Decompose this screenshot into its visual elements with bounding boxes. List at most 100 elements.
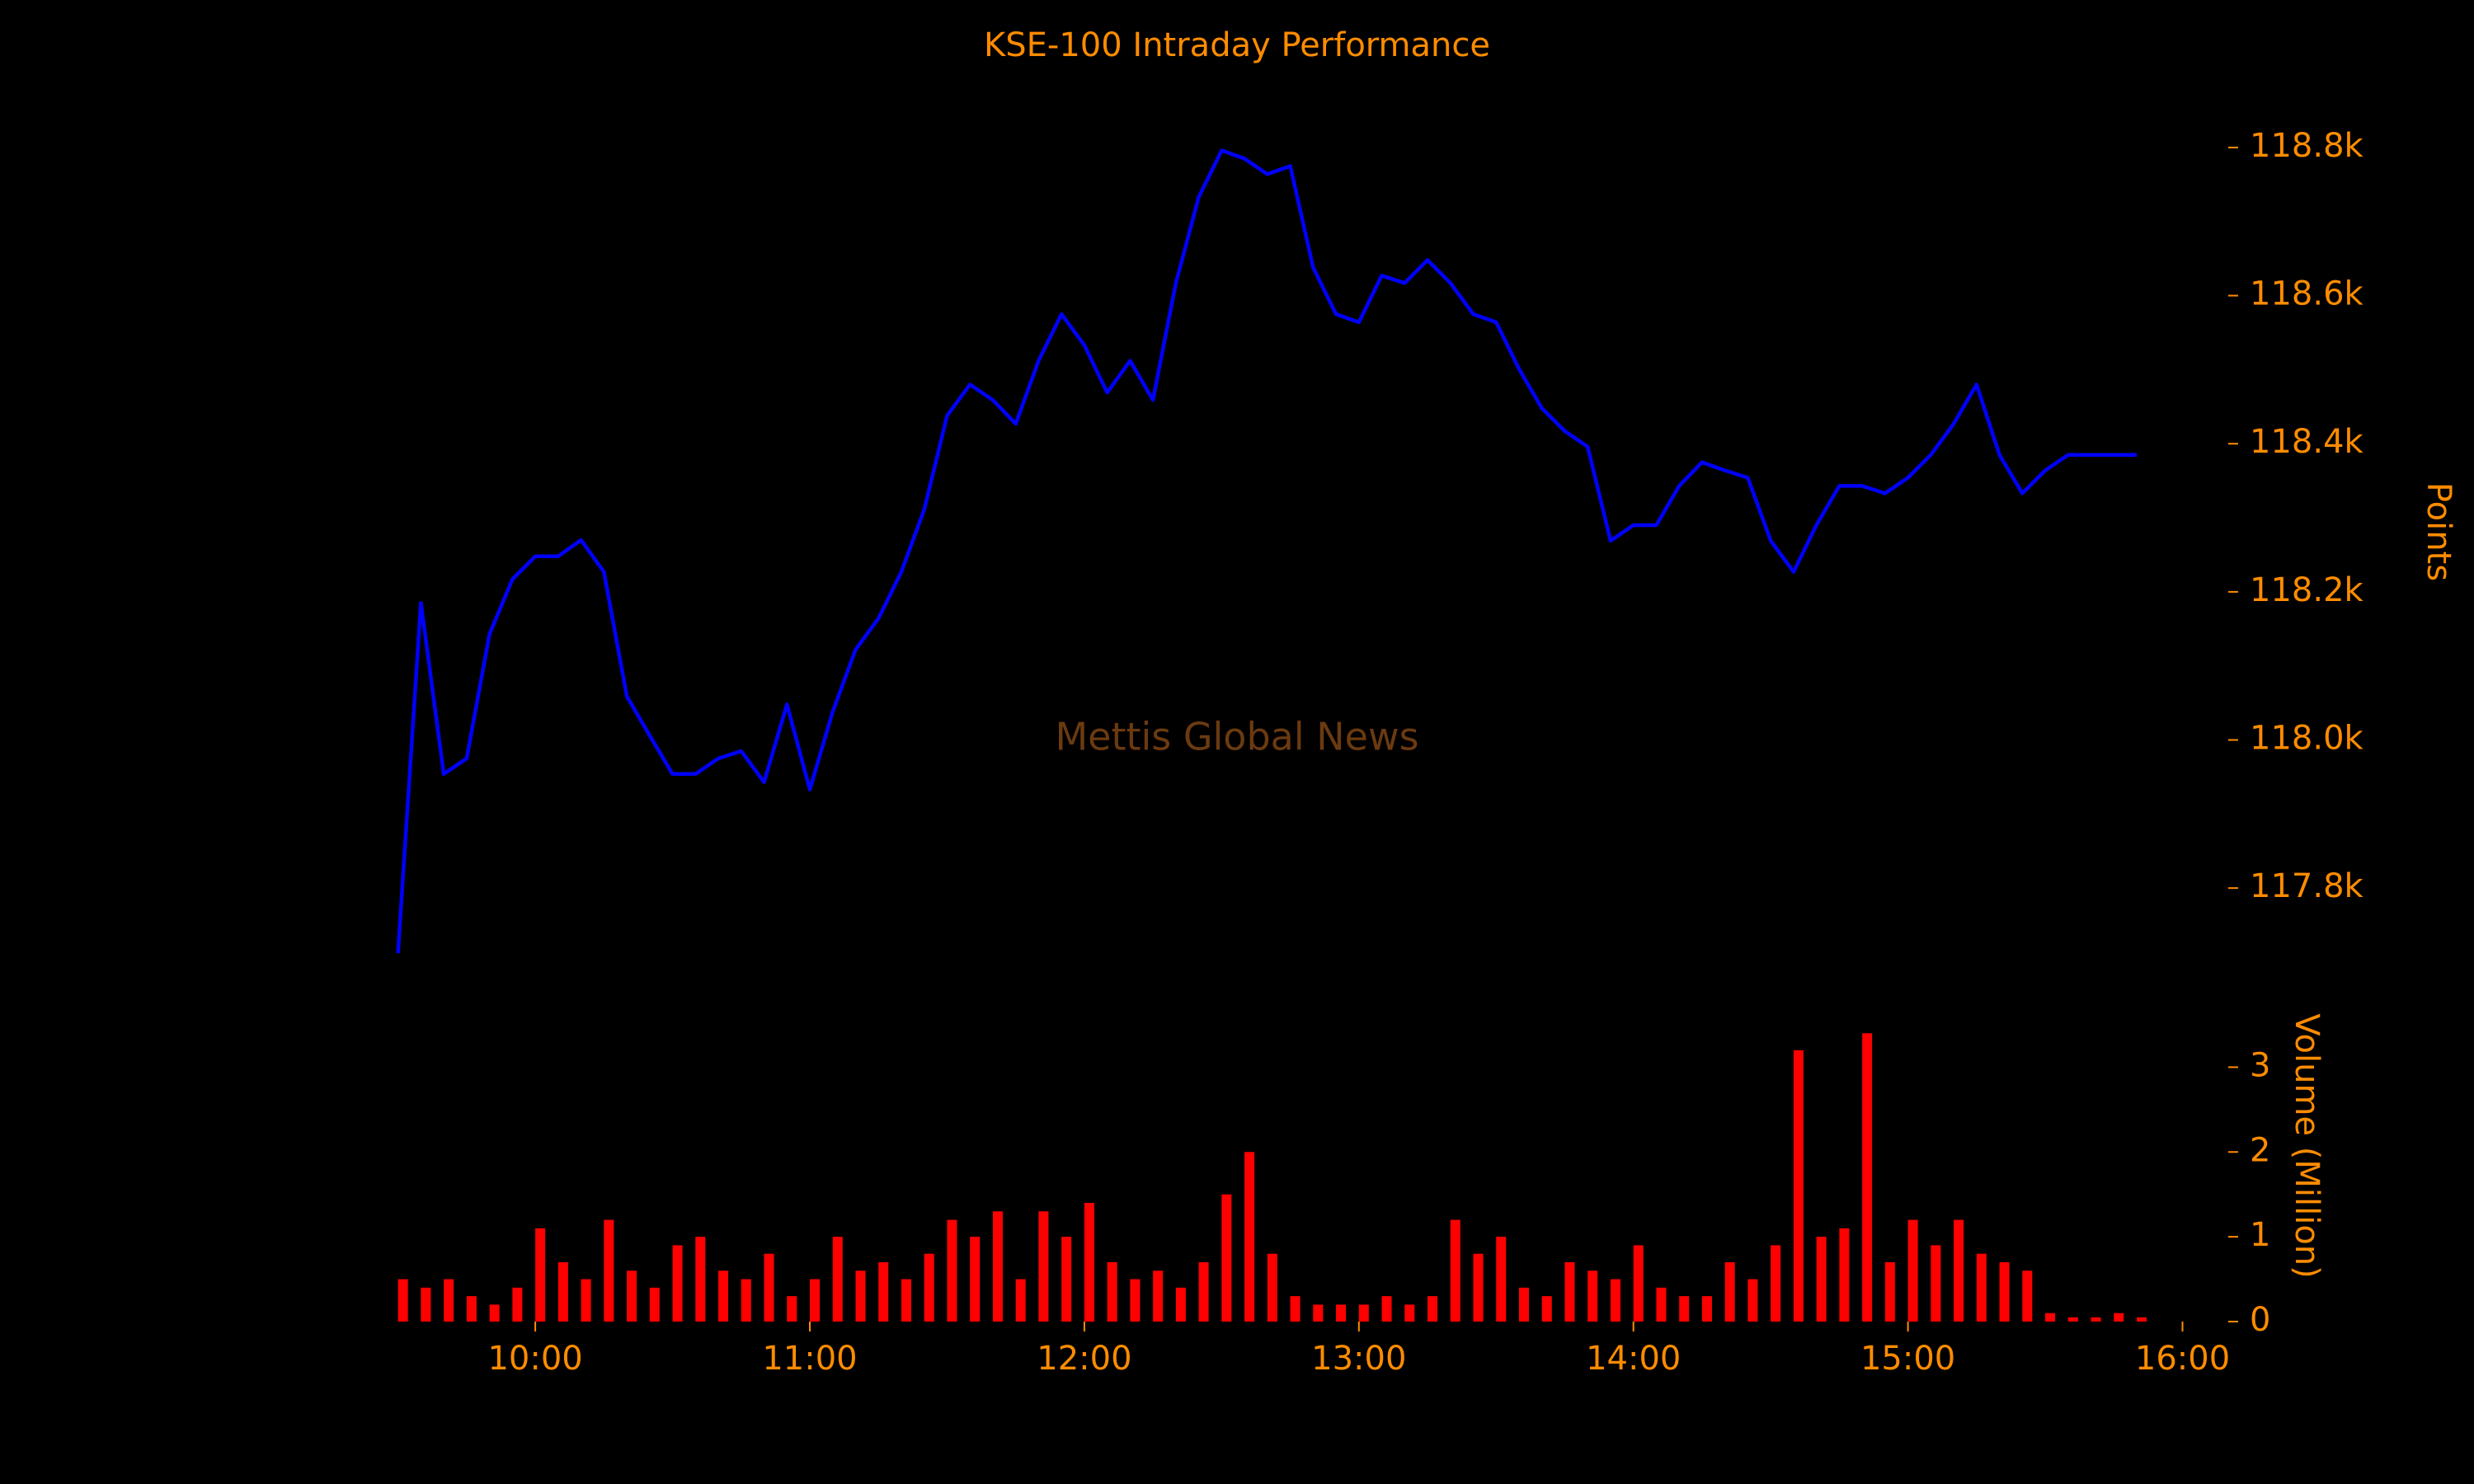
- volume-bar: [901, 1279, 911, 1322]
- volume-bar: [444, 1279, 454, 1322]
- x-tick-label: 11:00: [762, 1340, 857, 1378]
- volume-bar: [855, 1270, 866, 1322]
- volume-bar: [2022, 1270, 2033, 1322]
- volume-bar: [1839, 1228, 1850, 1322]
- volume-bar: [810, 1279, 820, 1322]
- volume-bar: [1084, 1203, 1094, 1322]
- volume-bar: [1175, 1287, 1186, 1322]
- y-axis-label: Volume (Million): [2288, 1013, 2326, 1278]
- volume-bar: [489, 1304, 500, 1322]
- y-tick-label: 118.8k: [2250, 127, 2364, 165]
- volume-bar: [1587, 1270, 1598, 1322]
- volume-bar: [1038, 1211, 1049, 1322]
- volume-bar: [1564, 1262, 1575, 1322]
- x-tick-label: 14:00: [1586, 1340, 1681, 1378]
- volume-bar: [1656, 1287, 1667, 1322]
- y-tick-label: 118.6k: [2250, 275, 2364, 313]
- volume-bar: [535, 1228, 546, 1322]
- volume-bar: [1541, 1296, 1552, 1322]
- volume-bar: [2091, 1317, 2101, 1322]
- volume-bar: [1496, 1237, 1507, 1322]
- volume-bar: [695, 1237, 706, 1322]
- y-tick-label: 118.0k: [2250, 720, 2364, 758]
- y-tick-label: 117.8k: [2250, 867, 2364, 905]
- volume-bar: [2045, 1313, 2056, 1322]
- volume-bar: [1747, 1279, 1758, 1322]
- volume-bar: [2137, 1317, 2147, 1322]
- volume-bar: [1107, 1262, 1117, 1322]
- volume-bar: [1724, 1262, 1735, 1322]
- volume-bar: [1816, 1237, 1827, 1322]
- volume-bar: [1313, 1304, 1324, 1322]
- volume-bar: [741, 1279, 751, 1322]
- volume-bar: [1244, 1152, 1255, 1322]
- volume-bar: [512, 1287, 523, 1322]
- volume-bar: [1427, 1296, 1438, 1322]
- volume-bar: [787, 1296, 797, 1322]
- volume-bar: [1862, 1033, 1873, 1322]
- volume-bar: [1954, 1219, 1964, 1322]
- volume-bar: [1931, 1245, 1941, 1322]
- y-tick-label: 0: [2250, 1301, 2270, 1339]
- volume-bar: [1267, 1253, 1277, 1322]
- volume-bar: [1771, 1245, 1781, 1322]
- volume-bar: [1633, 1245, 1644, 1322]
- volume-bar: [649, 1287, 660, 1322]
- x-tick-label: 15:00: [1860, 1340, 1955, 1378]
- volume-bar: [627, 1270, 637, 1322]
- volume-bar: [1884, 1262, 1895, 1322]
- volume-bar: [1473, 1253, 1484, 1322]
- volume-bar: [1358, 1304, 1369, 1322]
- volume-bar: [1130, 1279, 1141, 1322]
- y-tick-label: 2: [2250, 1131, 2270, 1169]
- volume-bar: [397, 1279, 408, 1322]
- volume-bar: [1381, 1296, 1392, 1322]
- volume-bar: [1999, 1262, 2010, 1322]
- price-line: [396, 148, 2137, 954]
- volume-bar: [1290, 1296, 1300, 1322]
- volume-bar: [832, 1237, 843, 1322]
- volume-bar: [1610, 1279, 1620, 1322]
- x-tick-label: 16:00: [2135, 1340, 2230, 1378]
- watermark: Mettis Global News: [1055, 715, 1418, 759]
- volume-bar: [878, 1262, 889, 1322]
- volume-bar: [2067, 1317, 2078, 1322]
- y-tick-label: 3: [2250, 1046, 2270, 1084]
- volume-bar: [992, 1211, 1003, 1322]
- volume-bar: [1519, 1287, 1529, 1322]
- volume-bar: [1015, 1279, 1026, 1322]
- x-tick-label: 13:00: [1311, 1340, 1406, 1378]
- volume-bar: [1336, 1304, 1347, 1322]
- volume-bar: [1221, 1194, 1232, 1322]
- volume-bar: [1701, 1296, 1712, 1322]
- volume-bar: [466, 1296, 477, 1322]
- volume-bar: [581, 1279, 591, 1322]
- volume-bar: [1198, 1262, 1209, 1322]
- y-axis-label: Points: [2420, 482, 2458, 581]
- volume-bar: [604, 1219, 614, 1322]
- chart-title: KSE-100 Intraday Performance: [984, 26, 1490, 64]
- volume-bar: [1450, 1219, 1460, 1322]
- volume-bar: [557, 1262, 568, 1322]
- volume-bar: [421, 1287, 431, 1322]
- volume-bar: [970, 1237, 981, 1322]
- y-tick-label: 1: [2250, 1216, 2270, 1254]
- x-tick-label: 10:00: [487, 1340, 582, 1378]
- volume-bar: [2114, 1313, 2124, 1322]
- volume-bar: [1976, 1253, 1987, 1322]
- volume-bar: [718, 1270, 729, 1322]
- volume-bar: [672, 1245, 683, 1322]
- volume-bar: [1907, 1219, 1918, 1322]
- y-tick-label: 118.2k: [2250, 571, 2364, 609]
- volume-bar: [1061, 1237, 1072, 1322]
- volume-bar: [924, 1253, 934, 1322]
- volume-bar: [947, 1219, 957, 1322]
- x-tick-label: 12:00: [1037, 1340, 1131, 1378]
- volume-bar: [764, 1253, 774, 1322]
- volume-bar: [1793, 1050, 1804, 1322]
- volume-bar: [1153, 1270, 1164, 1322]
- volume-bar: [1404, 1304, 1415, 1322]
- y-tick-label: 118.4k: [2250, 423, 2364, 461]
- volume-bar: [1679, 1296, 1690, 1322]
